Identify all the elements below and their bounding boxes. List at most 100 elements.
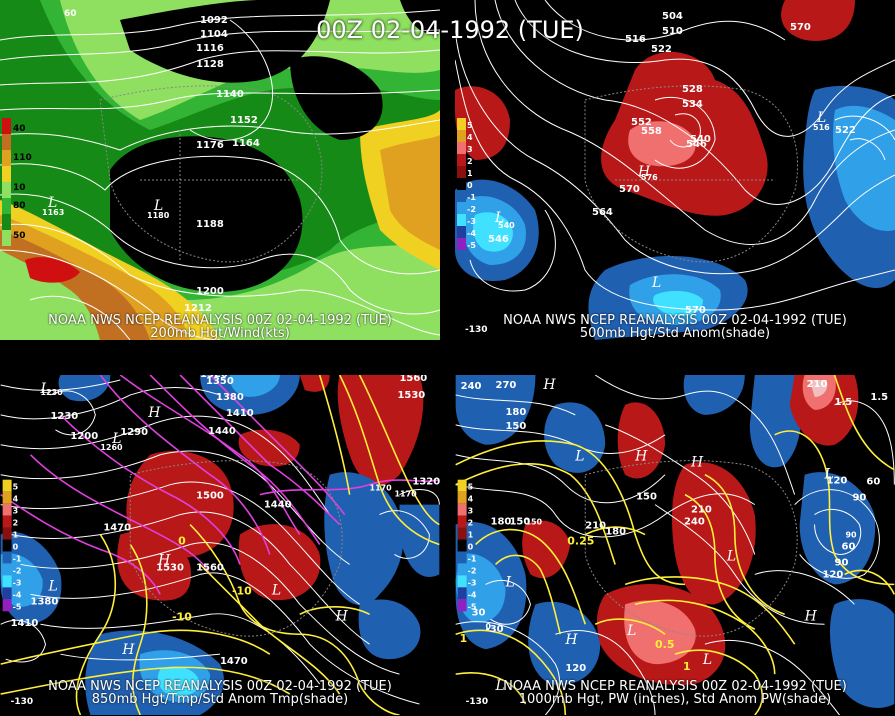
contour-label: 1164 (232, 138, 260, 149)
color-legend: 5 4 3 2 1 0 -1 -2 -3 -4 -5 (457, 118, 476, 250)
legend-label: -1 (468, 554, 477, 563)
contour-label: 546 (686, 139, 707, 150)
contour-label: 1290 (120, 427, 148, 438)
contour-label: 120 (823, 569, 844, 580)
high-marker: H (157, 552, 171, 568)
panel-caption-field: 850mb Hgt/Tmp/Std Anom Tmp(shade) (91, 692, 349, 707)
contour-label: 1230 (50, 411, 78, 422)
legend-label: 1 (468, 531, 474, 540)
low-marker: L (495, 678, 505, 694)
panel-caption-source: NOAA NWS NCEP REANALYSIS 00Z 02-04-1992 … (48, 679, 392, 694)
contour-label: 180 (505, 407, 526, 418)
contour-label: 1560 (399, 375, 427, 384)
legend-label: 5 (467, 121, 473, 130)
high-marker: H (690, 455, 704, 471)
contour-label: 120 (827, 476, 848, 487)
edge-tick: -130 (465, 325, 488, 335)
legend-label: -3 (13, 578, 22, 587)
legend-label: -5 (467, 241, 476, 250)
contour-label: 522 (835, 125, 856, 136)
color-legend: 40 110 10 80 50 (2, 118, 32, 246)
panel-caption-field: 1000mb Hgt, PW (inches), Std Anom PW(sha… (518, 692, 832, 707)
contour-label: 1440 (208, 426, 236, 437)
legend-label: 40 (13, 124, 26, 134)
contour-label: 516 (813, 123, 830, 132)
contour-label: 552 (631, 117, 652, 128)
panel-850mb: 1320 1350 1380 1410 1440 1470 1500 1530 … (0, 375, 440, 716)
legend-label: 1 (13, 531, 19, 540)
contour-label: 1140 (216, 89, 244, 100)
contour-label: 1200 (196, 286, 224, 297)
contour-label: 1440 (264, 500, 292, 511)
contour-label: 90 (852, 493, 866, 504)
contour-label: 1560 (196, 562, 224, 573)
low-marker: L (824, 467, 834, 483)
contour-label: 0 (486, 622, 492, 631)
contour-label: 30 (472, 607, 486, 618)
contour-label: 1530 (156, 562, 184, 573)
panel-caption-field: 200mb Hgt/Wind(kts) (150, 326, 290, 341)
panel-200mb: 1092 1104 1116 1128 1140 1152 1164 1176 … (0, 0, 440, 340)
legend-label: 3 (467, 145, 473, 154)
low-marker: L (651, 275, 661, 291)
contour-label: 540 (690, 134, 711, 145)
legend-label: 10 (13, 183, 26, 193)
legend-label: 4 (468, 495, 474, 504)
contour-label: 1.5 (835, 397, 853, 408)
high-marker: H (637, 164, 651, 180)
high-marker: H (564, 632, 578, 648)
contour-label: 1500 (196, 491, 224, 502)
contour-label: 240 (684, 517, 705, 528)
contour-label: 1176 (196, 140, 224, 151)
contour-label: 570 (685, 305, 706, 316)
contour-label: 1170 (370, 484, 393, 493)
contour-label: 1260 (100, 443, 123, 452)
map-200mb: 1092 1104 1116 1128 1140 1152 1164 1176 … (0, 0, 440, 340)
legend-label: -5 (13, 602, 22, 611)
legend-label: 1 (467, 169, 473, 178)
legend-label: 0 (468, 542, 474, 551)
contour-label: 1104 (200, 29, 228, 40)
contour-label: 1188 (196, 219, 224, 230)
low-marker: L (504, 574, 514, 590)
contour-label: 1410 (226, 408, 254, 419)
high-marker: H (335, 608, 349, 624)
high-marker: H (147, 405, 161, 421)
low-marker: L (47, 195, 57, 211)
contour-label: 570 (619, 184, 640, 195)
contour-label: 1116 (196, 43, 224, 54)
legend-label: 2 (13, 519, 19, 528)
contour-label: 510 (662, 26, 683, 37)
low-marker: L (494, 210, 504, 226)
contour-label: 270 (496, 380, 517, 391)
contour-label: 1470 (103, 523, 131, 534)
legend-label: 0 (467, 181, 473, 190)
contour-label: 210 (807, 379, 828, 390)
legend-label: -4 (467, 229, 476, 238)
pw-label: 1 (683, 660, 691, 673)
edge-tick: -130 (11, 697, 33, 707)
legend-label: 4 (13, 495, 19, 504)
temperature-label: 0 (178, 535, 186, 548)
low-marker: L (40, 381, 50, 397)
panel-caption-source: NOAA NWS NCEP REANALYSIS 00Z 02-04-1992 … (48, 313, 392, 328)
page-title: 00Z 02-04-1992 (TUE) (316, 16, 584, 44)
low-marker: L (111, 431, 121, 447)
panel-caption-source: NOAA NWS NCEP REANALYSIS 00Z 02-04-1992 … (503, 679, 847, 694)
contour-label: 210 (585, 521, 606, 532)
contour-label: 240 (461, 381, 482, 392)
contour-label: 210 (691, 505, 712, 516)
color-legend: 5 4 3 2 1 0 -1 -2 -3 -4 -5 (457, 479, 477, 611)
legend-label: -4 (13, 590, 22, 599)
legend-label: 2 (468, 519, 474, 528)
pw-label: 1 (460, 632, 468, 645)
legend-label: -3 (468, 578, 477, 587)
contour-label: 150 (509, 517, 530, 528)
contour-label: 522 (651, 44, 672, 55)
legend-label: -1 (467, 193, 476, 202)
contour-label: 1350 (206, 376, 234, 387)
panel-1000mb: 210 180 150 120 90 60 30 0 -30 240 270 1… (455, 375, 895, 716)
high-marker: H (542, 377, 556, 393)
contour-label: 558 (641, 126, 662, 137)
low-marker: L (271, 582, 281, 598)
